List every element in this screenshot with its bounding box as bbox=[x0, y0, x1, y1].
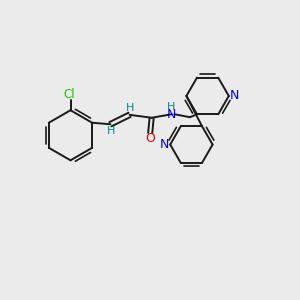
Text: N: N bbox=[160, 138, 169, 151]
Text: H: H bbox=[107, 126, 115, 136]
Text: N: N bbox=[167, 108, 176, 121]
Text: Cl: Cl bbox=[63, 88, 75, 101]
Text: H: H bbox=[167, 103, 175, 112]
Text: O: O bbox=[145, 132, 155, 145]
Text: N: N bbox=[230, 89, 239, 103]
Text: H: H bbox=[126, 103, 134, 113]
